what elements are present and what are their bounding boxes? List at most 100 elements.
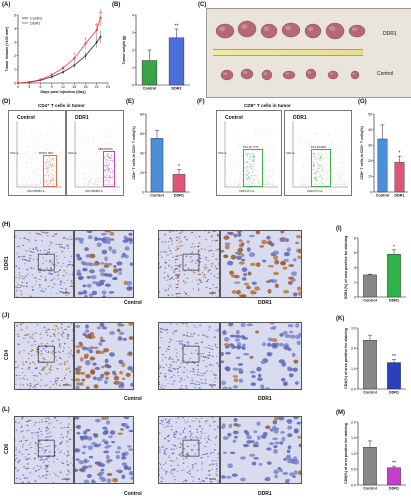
cell-nucleus bbox=[191, 251, 194, 253]
cell-nucleus bbox=[78, 460, 85, 465]
cell-nucleus bbox=[57, 448, 60, 451]
facs-event bbox=[115, 178, 117, 180]
facs-gated-event bbox=[49, 166, 51, 168]
cell-nucleus bbox=[54, 355, 57, 358]
panel-label-l: (L) bbox=[2, 407, 10, 413]
facs-event bbox=[235, 167, 236, 168]
facs-event bbox=[51, 184, 52, 185]
facs-gated-event bbox=[247, 155, 249, 157]
cell-nucleus bbox=[39, 465, 42, 467]
cell-nucleus bbox=[287, 323, 294, 328]
cell-nucleus bbox=[162, 353, 165, 356]
facs-event bbox=[272, 183, 273, 184]
cell-nucleus bbox=[272, 425, 277, 431]
cell-nucleus bbox=[283, 381, 288, 386]
facs-gated-event bbox=[107, 165, 109, 167]
cell-nucleus bbox=[222, 451, 227, 455]
facs-event bbox=[333, 159, 335, 161]
facs-event bbox=[31, 161, 33, 163]
cell-nucleus bbox=[22, 363, 25, 366]
cell-nucleus bbox=[184, 236, 187, 238]
cell-nucleus bbox=[197, 371, 200, 373]
cell-nucleus bbox=[165, 379, 168, 381]
cell-nucleus bbox=[25, 334, 29, 336]
cell-nucleus bbox=[27, 367, 30, 370]
facs-event bbox=[265, 161, 266, 163]
facs-event bbox=[296, 151, 298, 153]
cell-nucleus bbox=[163, 449, 166, 451]
facs-event bbox=[43, 143, 45, 144]
facs-gated-event bbox=[111, 167, 112, 169]
cell-nucleus bbox=[16, 246, 18, 248]
cell-nucleus bbox=[176, 367, 179, 370]
ihc-h-control-high bbox=[74, 230, 134, 298]
facs-cd4-ddr1: DDR1 PB018.05% CD4 PB450-A SSC-A bbox=[66, 110, 124, 196]
facs-event bbox=[32, 155, 34, 156]
facs-event bbox=[83, 182, 85, 183]
cell-nucleus bbox=[66, 360, 68, 363]
facs-event bbox=[234, 177, 236, 179]
cell-nucleus bbox=[260, 384, 265, 388]
tumor-specimen bbox=[237, 20, 257, 38]
facs-gated-event bbox=[320, 165, 322, 167]
cell-nucleus bbox=[23, 465, 26, 468]
cell-nucleus bbox=[169, 286, 172, 288]
cell-nucleus bbox=[68, 356, 70, 358]
facs-event bbox=[255, 131, 256, 133]
facs-event bbox=[54, 144, 55, 146]
cell-nucleus bbox=[30, 267, 33, 269]
cell-nucleus bbox=[196, 352, 199, 355]
facs-event bbox=[343, 162, 344, 164]
facs-event bbox=[264, 181, 265, 182]
cell-nucleus bbox=[213, 380, 216, 382]
cell-nucleus bbox=[46, 417, 48, 419]
zoom-box bbox=[37, 253, 55, 271]
cell-nucleus bbox=[180, 240, 182, 243]
y-tick-label: 2.0 bbox=[351, 420, 356, 424]
cell-nucleus bbox=[21, 285, 24, 287]
facs-event bbox=[57, 154, 59, 156]
cell-nucleus bbox=[181, 451, 183, 453]
facs-event bbox=[335, 145, 337, 146]
caption-h-control: Control bbox=[124, 300, 142, 306]
cell-nucleus bbox=[90, 346, 95, 349]
y-axis-label: CD4(%) of area positive for staining bbox=[344, 328, 348, 389]
facs-event bbox=[91, 175, 92, 177]
tumor-specimens bbox=[215, 20, 366, 81]
facs-event bbox=[256, 175, 258, 176]
facs-event bbox=[256, 151, 258, 153]
facs-gated-event bbox=[316, 180, 318, 182]
cell-nucleus bbox=[208, 231, 210, 234]
facs-gated-event bbox=[315, 176, 316, 178]
cell-nucleus bbox=[62, 350, 64, 352]
facs-event bbox=[337, 137, 339, 139]
facs-gated-event bbox=[106, 159, 108, 161]
facs-event bbox=[109, 131, 110, 133]
cell-nucleus bbox=[234, 251, 241, 255]
cell-nucleus bbox=[267, 342, 271, 347]
y-tick-label: 3 bbox=[132, 31, 134, 35]
cell-nucleus bbox=[42, 449, 44, 451]
cell-nucleus bbox=[181, 244, 183, 247]
cell-nucleus bbox=[48, 248, 51, 251]
cell-nucleus bbox=[175, 457, 178, 460]
facs-event bbox=[105, 167, 106, 169]
cell-nucleus bbox=[75, 253, 81, 258]
cell-nucleus bbox=[287, 425, 293, 430]
facs-event bbox=[86, 134, 87, 136]
cell-nucleus bbox=[86, 275, 92, 279]
facs-event bbox=[82, 174, 84, 175]
cell-nucleus bbox=[274, 259, 280, 265]
cell-nucleus bbox=[100, 373, 105, 378]
cell-nucleus bbox=[271, 338, 278, 342]
cell-nucleus bbox=[186, 332, 189, 334]
cell-nucleus bbox=[198, 289, 201, 291]
cell-nucleus bbox=[50, 270, 53, 272]
cell-nucleus bbox=[210, 452, 213, 454]
cell-nucleus bbox=[30, 355, 33, 357]
cell-nucleus bbox=[40, 234, 43, 236]
cell-nucleus bbox=[194, 387, 197, 388]
cell-nucleus bbox=[180, 377, 182, 380]
cell-nucleus bbox=[46, 235, 49, 237]
facs-event bbox=[115, 157, 117, 159]
